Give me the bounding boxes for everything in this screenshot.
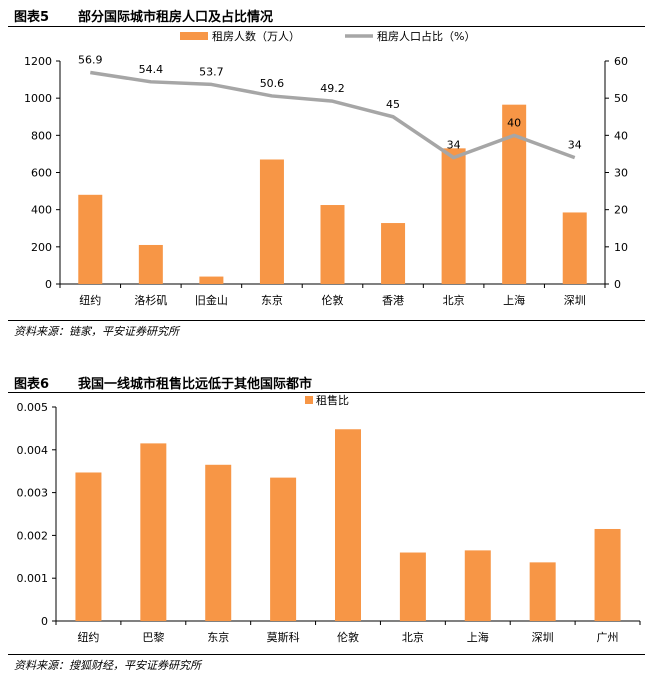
data-label: 53.7: [199, 65, 224, 78]
figure5-title-text: 部分国际城市租房人口及占比情况: [78, 10, 274, 25]
data-label: 40: [507, 116, 521, 129]
y-tick-label-left: 200: [31, 241, 52, 254]
x-tick-label: 伦敦: [322, 293, 344, 307]
x-tick-label: 莫斯科: [267, 630, 300, 644]
x-tick-label: 东京: [207, 630, 229, 644]
y-tick-label: 0.002: [17, 529, 49, 542]
x-tick-label: 广州: [597, 631, 619, 644]
bar: [381, 223, 406, 284]
figure5-top-rule: [8, 26, 645, 27]
bar: [399, 552, 426, 621]
data-label: 50.6: [260, 77, 285, 90]
legend-label-bar: 租售比: [316, 394, 349, 407]
x-tick-label: 香港: [382, 294, 404, 307]
x-tick-label: 北京: [443, 293, 465, 307]
data-label: 56.9: [78, 54, 103, 67]
y-tick-label-right: 10: [614, 241, 628, 254]
bar: [441, 148, 466, 284]
bar: [205, 464, 232, 621]
legend-label-line: 租房人口占比（%）: [377, 29, 475, 43]
x-tick-label: 东京: [261, 293, 283, 307]
bar: [140, 443, 167, 621]
y-tick-label-left: 800: [31, 129, 52, 142]
bar: [562, 212, 587, 284]
x-tick-label: 上海: [503, 293, 525, 307]
x-tick-label: 纽约: [79, 293, 101, 307]
x-tick-label: 洛杉矶: [134, 293, 167, 307]
figure5-bottom-rule: [8, 320, 645, 321]
y-tick-label-right: 40: [614, 129, 628, 142]
bar: [529, 562, 556, 621]
bar: [138, 244, 163, 284]
figure6-top-rule: [8, 392, 645, 393]
bar: [259, 159, 284, 284]
data-label: 54.4: [139, 63, 164, 76]
x-tick-label: 上海: [467, 630, 489, 644]
y-tick-label-right: 50: [614, 92, 628, 105]
figure6-number: 图表6: [14, 377, 50, 392]
bar: [335, 429, 361, 621]
data-label: 49.2: [320, 82, 345, 95]
bar: [320, 205, 345, 284]
legend-swatch-bar: [180, 32, 208, 40]
figure6-title-text: 我国一线城市租售比远低于其他国际都市: [78, 377, 313, 392]
figure6-source: 资料来源：搜狐财经，平安证券研究所: [14, 659, 201, 672]
x-tick-label: 巴黎: [142, 630, 164, 644]
y-tick-label-left: 600: [31, 167, 52, 180]
chart-rental-population: 0 200 400 600 800 1000 1200 0 10 20 30 40 50 60 纽约 洛杉矶 旧…: [24, 29, 628, 307]
bar: [502, 104, 527, 284]
y-tick-label-right: 20: [614, 204, 628, 217]
y-tick-label-left: 0: [45, 278, 52, 291]
bar: [270, 477, 297, 621]
bar: [464, 550, 491, 621]
x-tick-label: 旧金山: [195, 293, 228, 307]
data-label: 34: [568, 139, 582, 152]
bar: [594, 528, 621, 621]
legend-label-bar: 租房人数（万人）: [212, 30, 300, 43]
figure5-number: 图表5: [14, 10, 50, 25]
y-tick-label-right: 30: [614, 167, 628, 180]
figure6-title: 图表6 我国一线城市租售比远低于其他国际都市: [14, 373, 312, 392]
y-tick-label: 0: [41, 615, 48, 628]
y-tick-label: 0.005: [17, 401, 49, 414]
figure5-title: 图表5 部分国际城市租房人口及占比情况: [14, 6, 273, 25]
legend-swatch-bar: [305, 396, 313, 404]
bar: [78, 194, 103, 284]
bar: [75, 472, 102, 621]
data-label: 45: [386, 98, 400, 111]
x-tick-label: 深圳: [532, 631, 554, 644]
y-tick-label-right: 60: [614, 55, 628, 68]
y-tick-label-left: 400: [31, 204, 52, 217]
figure6-bottom-rule: [8, 654, 645, 655]
x-tick-label: 北京: [402, 630, 424, 644]
y-tick-label: 0.001: [17, 572, 49, 585]
data-label: 34: [447, 139, 461, 152]
y-tick-label: 0.003: [17, 487, 49, 500]
x-tick-label: 纽约: [77, 630, 99, 644]
bar: [199, 276, 224, 284]
y-tick-label-left: 1000: [24, 92, 52, 105]
x-tick-label: 伦敦: [337, 630, 359, 644]
y-tick-label-right: 0: [614, 278, 621, 291]
x-tick-label: 深圳: [564, 294, 586, 307]
series-line: [90, 70, 576, 160]
y-tick-label-left: 1200: [24, 55, 52, 68]
figure5-source: 资料来源：链家，平安证券研究所: [14, 325, 179, 338]
y-tick-label: 0.004: [17, 444, 49, 457]
chart-rent-to-price-ratio: 0 0.001 0.002 0.003 0.004 0.005 纽约 巴黎 东京 莫斯科 伦敦 北京 上…: [17, 394, 641, 644]
